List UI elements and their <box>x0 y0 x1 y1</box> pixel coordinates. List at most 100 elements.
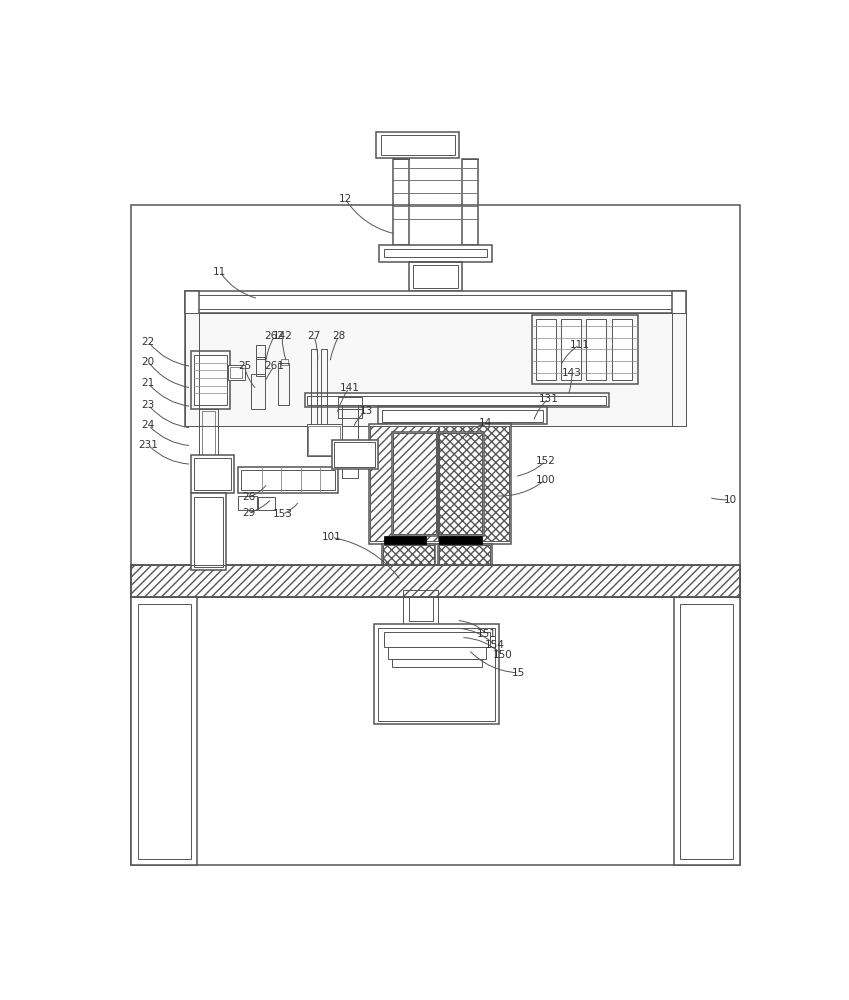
Bar <box>438 432 484 536</box>
Bar <box>393 433 436 534</box>
Bar <box>202 411 216 483</box>
Bar <box>238 466 338 493</box>
Text: 262: 262 <box>265 331 284 341</box>
Text: 231: 231 <box>138 440 158 450</box>
Bar <box>185 312 686 426</box>
Bar <box>230 367 242 378</box>
Bar <box>393 158 408 245</box>
Bar <box>228 365 245 380</box>
Bar <box>439 536 481 544</box>
Bar <box>674 597 739 865</box>
Bar <box>378 628 495 721</box>
Bar <box>380 245 492 262</box>
Bar <box>408 262 463 291</box>
Text: 14: 14 <box>479 418 492 428</box>
Bar <box>194 458 231 490</box>
Bar <box>138 604 191 859</box>
Text: 24: 24 <box>142 420 155 430</box>
Bar <box>587 319 606 380</box>
Bar <box>370 426 438 541</box>
Bar <box>338 409 363 418</box>
Text: 25: 25 <box>238 361 251 371</box>
Text: 13: 13 <box>360 406 373 416</box>
Text: 101: 101 <box>322 532 341 542</box>
Bar <box>403 590 438 624</box>
Bar <box>378 407 547 424</box>
Text: 29: 29 <box>242 508 255 518</box>
Bar <box>384 249 487 257</box>
Text: 22: 22 <box>142 337 155 347</box>
Text: 23: 23 <box>142 400 155 410</box>
Bar <box>381 410 543 422</box>
Text: 28: 28 <box>333 331 346 341</box>
Bar <box>191 455 233 493</box>
Text: 12: 12 <box>339 194 352 204</box>
Bar <box>194 355 227 405</box>
Bar <box>250 374 265 409</box>
Bar <box>191 351 230 409</box>
Bar <box>306 424 341 456</box>
Bar <box>321 349 327 426</box>
Bar <box>132 205 739 865</box>
Bar <box>439 426 509 541</box>
Text: 152: 152 <box>536 456 555 466</box>
Bar <box>384 632 490 647</box>
Bar <box>278 363 290 405</box>
Bar <box>194 497 223 567</box>
Bar <box>612 319 632 380</box>
Bar <box>384 536 426 544</box>
Bar <box>132 565 739 597</box>
Bar <box>238 496 257 510</box>
Bar <box>308 426 340 455</box>
Bar <box>680 604 734 859</box>
Bar <box>240 470 335 490</box>
Text: 111: 111 <box>570 340 589 350</box>
Bar <box>282 359 288 365</box>
Bar <box>341 405 358 478</box>
Text: 11: 11 <box>213 267 227 277</box>
Bar <box>381 544 436 590</box>
Bar <box>256 345 266 359</box>
Bar <box>185 291 200 426</box>
Bar <box>391 659 482 667</box>
Text: 150: 150 <box>492 650 512 660</box>
Bar <box>381 135 455 155</box>
Bar <box>256 357 266 376</box>
Bar <box>185 291 686 312</box>
Bar <box>531 315 638 384</box>
Bar <box>438 544 492 590</box>
Bar <box>561 319 581 380</box>
Text: 142: 142 <box>273 331 292 341</box>
Bar <box>536 319 555 380</box>
Bar <box>391 432 438 536</box>
Bar <box>368 424 511 544</box>
Text: 151: 151 <box>477 629 497 639</box>
Bar <box>311 349 317 426</box>
Text: 154: 154 <box>485 640 504 650</box>
Bar <box>376 132 459 158</box>
Text: 15: 15 <box>512 668 526 678</box>
Bar <box>132 565 739 597</box>
Bar <box>374 624 498 724</box>
Bar <box>132 597 197 865</box>
Bar <box>383 545 434 588</box>
Bar <box>338 397 363 409</box>
Text: 143: 143 <box>562 368 582 378</box>
Text: 131: 131 <box>539 394 559 404</box>
Bar <box>408 597 433 620</box>
Bar <box>332 440 378 469</box>
Text: 27: 27 <box>307 331 320 341</box>
Bar <box>305 393 609 407</box>
Text: 261: 261 <box>265 361 284 371</box>
Bar <box>388 647 486 659</box>
Bar <box>306 396 606 405</box>
Text: 10: 10 <box>724 495 737 505</box>
Bar <box>258 497 275 510</box>
Text: 153: 153 <box>273 509 292 519</box>
Bar <box>190 295 681 309</box>
Text: 26: 26 <box>242 492 255 502</box>
Bar <box>191 493 226 570</box>
Text: 20: 20 <box>142 357 155 367</box>
Text: 100: 100 <box>536 475 555 485</box>
Bar <box>672 291 686 426</box>
